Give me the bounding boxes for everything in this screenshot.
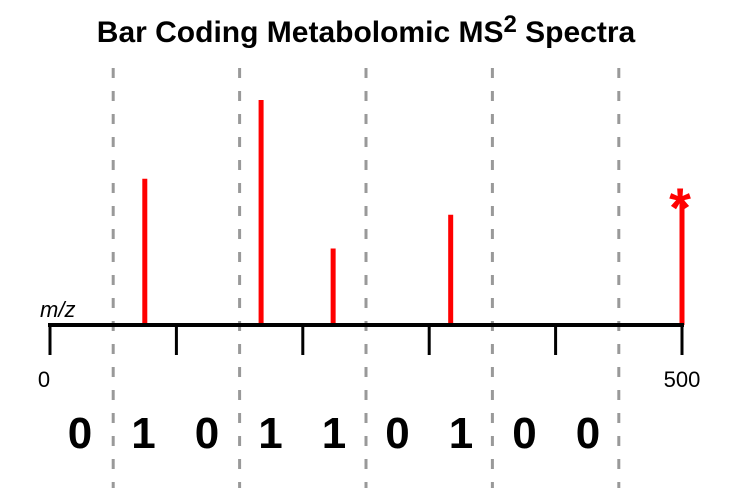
annotation-star-0: *	[669, 176, 691, 239]
barcode-digit-8: 0	[576, 409, 600, 458]
barcode-digit-4: 1	[322, 409, 346, 458]
barcode-digit-7: 0	[512, 409, 536, 458]
title-suffix: Spectra	[517, 16, 636, 49]
mz-axis-label: m/z	[40, 297, 75, 322]
barcode-digit-0: 0	[68, 409, 92, 458]
barcode-digit-3: 1	[258, 409, 282, 458]
bin-dividers	[111, 68, 621, 488]
barcode-digit-6: 1	[449, 409, 473, 458]
mz-axis-ticks	[48, 325, 684, 355]
peak-annotations: *	[669, 176, 691, 239]
title-superscript: 2	[503, 11, 516, 38]
barcode-digit-2: 0	[195, 409, 219, 458]
tick-label-min: 0	[38, 367, 50, 392]
diagram-title: Bar Coding Metabolomic MS2 Spectra	[97, 11, 636, 49]
barcode-digit-1: 1	[131, 409, 155, 458]
title-main: Bar Coding Metabolomic MS	[97, 16, 504, 49]
barcode-digit-5: 0	[385, 409, 409, 458]
tick-label-max: 500	[664, 367, 701, 392]
spectrum-peaks	[142, 100, 685, 325]
